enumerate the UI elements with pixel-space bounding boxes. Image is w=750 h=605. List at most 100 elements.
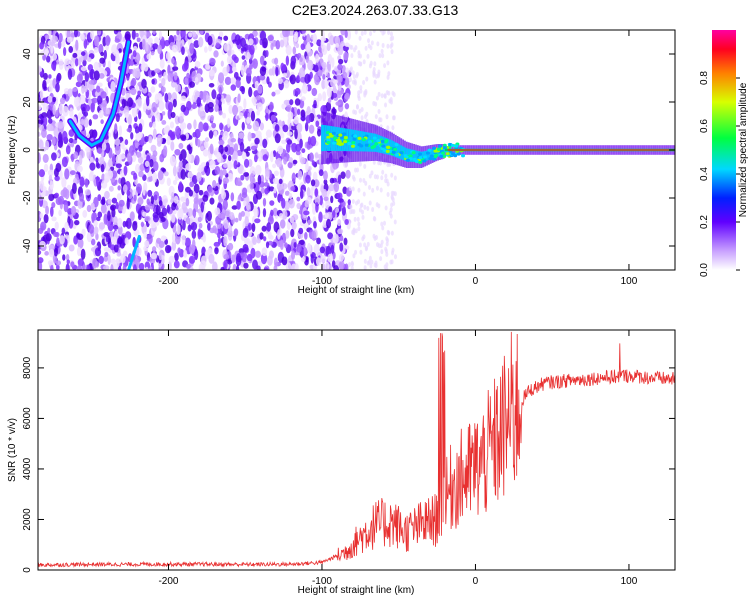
noise-blob: [138, 144, 143, 152]
signal-blob: [445, 151, 450, 156]
noise-blob: [115, 113, 120, 122]
noise-blob: [241, 151, 247, 160]
signal-band-core: [341, 127, 344, 152]
noise-blob: [175, 125, 181, 136]
noise-blob: [306, 41, 311, 53]
x-tick-label: 100: [621, 576, 638, 587]
noise-blob: [170, 57, 175, 64]
noise-blob: [135, 84, 139, 93]
noise-blob: [239, 141, 245, 152]
noise-blob: [348, 262, 352, 268]
noise-blob: [98, 110, 104, 119]
noise-blob: [184, 237, 191, 248]
noise-blob: [69, 107, 74, 118]
noise-blob: [294, 186, 299, 192]
noise-blob: [235, 255, 242, 267]
snr-x-ticks: -200 -100 0 100: [158, 330, 638, 587]
noise-blob: [204, 165, 208, 173]
noise-blob: [355, 104, 359, 110]
signal-blob: [429, 154, 434, 158]
noise-blob: [132, 264, 137, 270]
noise-blob: [229, 211, 235, 221]
noise-blob: [179, 153, 183, 162]
noise-blob: [178, 160, 183, 169]
noise-blob: [140, 221, 145, 228]
noise-blob: [247, 131, 252, 142]
noise-blob: [184, 46, 188, 52]
noise-blob: [194, 61, 201, 68]
noise-blob: [374, 73, 378, 79]
noise-blob: [180, 95, 187, 101]
colorbar: 0.0 0.2 0.4 0.6 0.8 Normalized spectral ampl…: [699, 30, 749, 277]
noise-blob: [53, 126, 59, 138]
noise-blob: [289, 99, 294, 106]
noise-blob: [363, 30, 367, 36]
noise-blob: [78, 57, 82, 67]
y-tick-label: 40: [22, 48, 33, 60]
noise-blob: [110, 80, 116, 93]
noise-blob: [76, 246, 82, 257]
noise-blob: [391, 197, 395, 203]
noise-blob: [383, 93, 387, 99]
noise-blob: [300, 109, 306, 118]
noise-blob: [310, 186, 314, 198]
noise-blob: [255, 250, 261, 258]
noise-blob: [198, 36, 204, 48]
noise-blob: [336, 75, 341, 87]
noise-blob: [227, 259, 233, 265]
noise-blob: [232, 104, 239, 116]
noise-blob: [42, 102, 49, 112]
noise-blob: [154, 36, 160, 45]
noise-blob: [281, 139, 287, 145]
noise-blob: [338, 253, 345, 262]
noise-blob: [335, 206, 340, 213]
noise-blob: [366, 206, 370, 212]
signal-blob: [454, 144, 459, 148]
noise-blob: [230, 77, 237, 85]
noise-blob: [114, 38, 120, 43]
noise-blob: [371, 207, 375, 213]
noise-blob: [313, 243, 320, 256]
noise-blob: [246, 253, 253, 262]
signal-blob: [353, 134, 358, 138]
noise-blob: [282, 30, 289, 38]
noise-blob: [204, 103, 210, 114]
x-tick-label: -100: [312, 576, 332, 587]
noise-blob: [203, 140, 209, 149]
noise-blob: [368, 184, 372, 190]
noise-blob: [90, 30, 95, 40]
noise-blob: [145, 108, 151, 116]
signal-blob: [326, 135, 331, 140]
noise-blob: [391, 35, 395, 41]
noise-blob: [198, 189, 204, 196]
colorbar-ticks: 0.0 0.2 0.4 0.6 0.8: [699, 71, 740, 277]
noise-blob: [377, 160, 381, 166]
noise-blob: [217, 72, 225, 84]
noise-blob: [350, 265, 354, 270]
noise-blob: [86, 264, 91, 270]
noise-blob: [321, 61, 327, 69]
noise-blob: [94, 247, 102, 257]
noise-blob: [385, 114, 389, 120]
noise-blob: [369, 263, 373, 269]
noise-blob: [169, 155, 177, 167]
noise-blob: [272, 150, 277, 158]
noise-blob: [373, 216, 377, 222]
noise-blob: [248, 86, 253, 98]
noise-blob: [137, 90, 142, 96]
noise-blob: [332, 233, 339, 244]
noise-blob: [313, 221, 317, 229]
noise-blob: [328, 87, 332, 98]
noise-blob: [99, 156, 105, 164]
noise-blob: [265, 50, 269, 58]
noise-blob: [340, 171, 346, 180]
noise-blob: [391, 125, 395, 131]
noise-blob: [260, 187, 265, 194]
noise-blob: [327, 53, 333, 65]
noise-blob: [325, 101, 332, 112]
noise-blob: [300, 157, 306, 165]
noise-blob: [348, 77, 352, 83]
noise-blob: [275, 39, 281, 50]
signal-band-core: [365, 132, 368, 152]
signal-blob: [343, 136, 348, 140]
